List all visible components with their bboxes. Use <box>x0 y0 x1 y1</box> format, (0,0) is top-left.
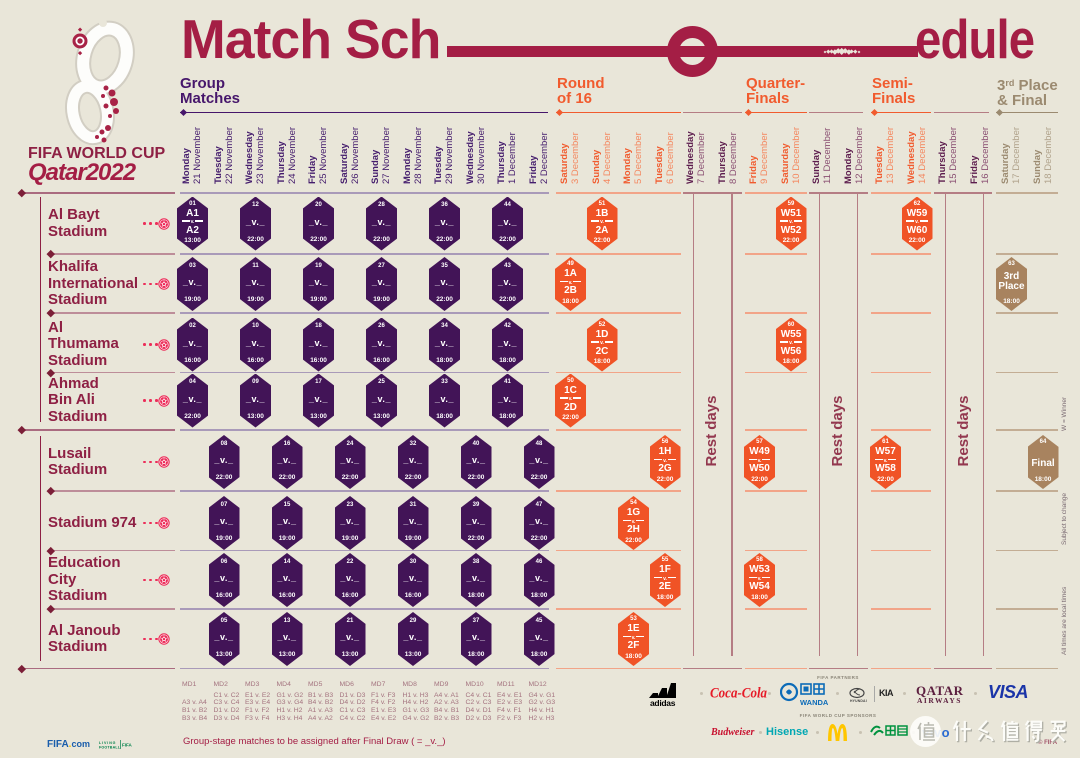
svg-text:HYUNDAI: HYUNDAI <box>850 699 867 703</box>
svg-text:LIVING: LIVING <box>99 741 116 745</box>
svg-text:adidas: adidas <box>650 698 676 708</box>
svg-text:FOOTBALL: FOOTBALL <box>99 746 121 750</box>
svg-text:FIFA: FIFA <box>122 743 132 748</box>
svg-text:KIA: KIA <box>879 688 894 698</box>
svg-text:WANDA: WANDA <box>800 698 828 707</box>
